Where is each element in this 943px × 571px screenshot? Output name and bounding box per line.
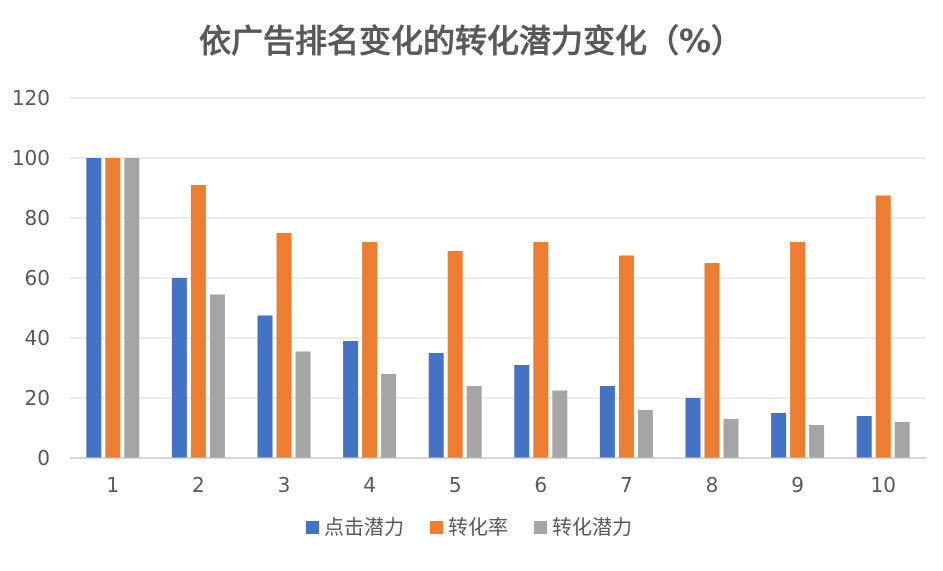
x-tick-label: 7	[620, 473, 633, 497]
bar-2-3	[276, 233, 292, 458]
bar-3-5	[466, 386, 482, 458]
bar-2-5	[447, 251, 463, 458]
bar-2-10	[875, 195, 891, 458]
bar-3-3	[295, 351, 311, 458]
legend-swatch	[430, 521, 443, 534]
legend-label: 转化潜力	[552, 515, 632, 539]
x-tick-label: 10	[870, 473, 895, 497]
y-axis-ticks: 0 20 40 60 80 100 120	[12, 86, 50, 470]
bar-1-10	[856, 416, 872, 458]
bar-3-8	[723, 419, 739, 458]
legend-swatch	[534, 521, 547, 534]
bar-2-6	[533, 242, 549, 458]
bar-1-5	[428, 353, 444, 458]
bars	[86, 158, 910, 458]
bar-1-1	[86, 158, 102, 458]
legend-label: 点击潜力	[324, 515, 404, 539]
bar-3-9	[809, 425, 825, 458]
legend-swatch	[306, 521, 319, 534]
x-tick-label: 8	[706, 473, 719, 497]
x-tick-label: 3	[278, 473, 291, 497]
x-tick-label: 2	[192, 473, 205, 497]
bar-3-7	[637, 410, 653, 458]
y-tick-label: 80	[25, 206, 50, 230]
y-tick-label: 100	[12, 146, 50, 170]
bar-1-3	[257, 315, 273, 458]
x-tick-label: 5	[449, 473, 462, 497]
y-tick-label: 40	[25, 326, 50, 350]
bar-2-4	[362, 242, 378, 458]
y-tick-label: 60	[25, 266, 50, 290]
bar-2-2	[190, 185, 206, 458]
bar-3-4	[381, 374, 397, 458]
bar-3-10	[894, 422, 910, 458]
x-axis-ticks: 1 2 3 4 5 6 7 8 9 10	[106, 473, 895, 497]
legend: 点击潜力 转化率 转化潜力	[306, 515, 632, 539]
bar-1-7	[599, 386, 615, 458]
x-tick-label: 1	[106, 473, 119, 497]
bar-2-8	[704, 263, 720, 458]
legend-label: 转化率	[448, 515, 508, 539]
x-tick-label: 6	[534, 473, 547, 497]
bar-3-1	[124, 158, 140, 458]
bar-2-1	[105, 158, 121, 458]
bar-2-9	[790, 242, 806, 458]
bar-1-9	[771, 413, 787, 458]
y-tick-label: 120	[12, 86, 50, 110]
y-tick-label: 0	[37, 446, 50, 470]
bar-2-7	[618, 255, 634, 458]
chart-title: 依广告排名变化的转化潜力变化（%）	[199, 22, 743, 60]
bar-1-6	[514, 365, 530, 458]
bar-1-8	[685, 398, 701, 458]
bar-1-2	[171, 278, 187, 458]
bar-3-2	[209, 294, 225, 458]
y-tick-label: 20	[25, 386, 50, 410]
x-tick-label: 4	[363, 473, 376, 497]
x-tick-label: 9	[791, 473, 804, 497]
bar-1-4	[343, 341, 359, 458]
bar-3-6	[552, 390, 568, 458]
